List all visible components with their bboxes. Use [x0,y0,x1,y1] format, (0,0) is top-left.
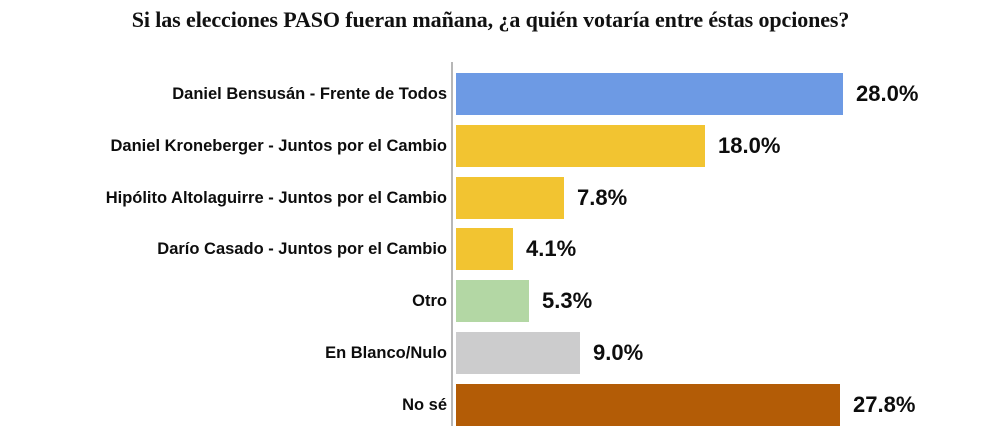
bar-row: Darío Casado - Juntos por el Cambio 4.1% [0,228,981,271]
bar-rect [456,176,564,219]
bar-row: En Blanco/Nulo 9.0% [0,332,981,374]
bar-rect [456,280,529,323]
bar-row: No sé 27.8% [0,383,981,426]
plot-area: Daniel Bensusán - Frente de Todos 28.0% Da… [0,62,981,426]
bar-category-label: Hipólito Altolaguirre - Juntos por el Ca… [105,188,447,207]
bar-category-label: Daniel Bensusán - Frente de Todos [172,85,447,103]
bar-value-label: 5.3% [542,288,593,314]
bar-row: Daniel Bensusán - Frente de Todos 28.0% [0,73,981,115]
bar-rect [456,383,840,426]
bar-value-label: 18.0% [718,132,781,158]
bar-category-label: Daniel Kroneberger - Juntos por el Cambi… [110,136,447,155]
bar-value-label: 9.0% [593,340,644,365]
category-axis-line [451,62,453,426]
bar-category-label: No sé [402,395,447,414]
bar-row: Otro 5.3% [0,280,981,323]
bar-rect [456,124,705,167]
bar-value-label: 7.8% [577,184,628,210]
bar-rect [456,332,580,374]
bar-rect [456,73,843,115]
bar-value-label: 28.0% [856,81,919,106]
bar-row: Daniel Kroneberger - Juntos por el Cambi… [0,124,981,167]
bar-row: Hipólito Altolaguirre - Juntos por el Ca… [0,176,981,219]
bar-category-label: En Blanco/Nulo [325,344,447,362]
chart-title: Si las elecciones PASO fueran mañana, ¿a… [131,7,850,32]
bar-rect [456,228,513,271]
bar-value-label: 27.8% [853,391,916,417]
bar-value-label: 4.1% [526,236,577,262]
bar-category-label: Darío Casado - Juntos por el Cambio [157,240,447,259]
bar-category-label: Otro [412,292,447,311]
